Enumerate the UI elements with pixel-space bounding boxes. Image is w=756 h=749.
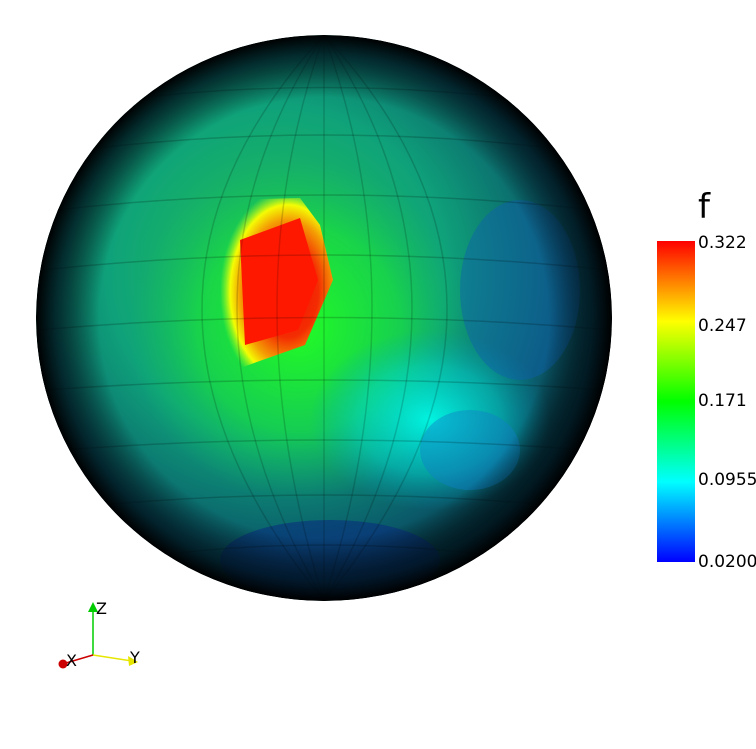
orientation-axes: Z Y X — [58, 599, 140, 670]
legend-title: f — [698, 187, 710, 227]
y-axis-line — [92, 654, 133, 662]
legend-tick-4: 0.0955 — [698, 470, 756, 490]
z-axis-label: Z — [96, 599, 107, 618]
legend-tick-max: 0.322 — [698, 233, 747, 253]
x-axis-arrow — [58, 659, 68, 669]
legend-tick-min: 0.0200 — [698, 552, 756, 572]
legend-tick-mid: 0.171 — [698, 391, 747, 411]
x-axis-line — [65, 654, 94, 664]
legend-color-bar — [657, 241, 695, 562]
z-axis-arrow — [88, 602, 98, 612]
legend-tick-2: 0.247 — [698, 316, 747, 336]
sphere-surface — [36, 35, 612, 601]
y-axis-label: Y — [129, 648, 140, 667]
y-axis-arrow — [128, 656, 138, 666]
x-axis-label: X — [66, 651, 77, 670]
